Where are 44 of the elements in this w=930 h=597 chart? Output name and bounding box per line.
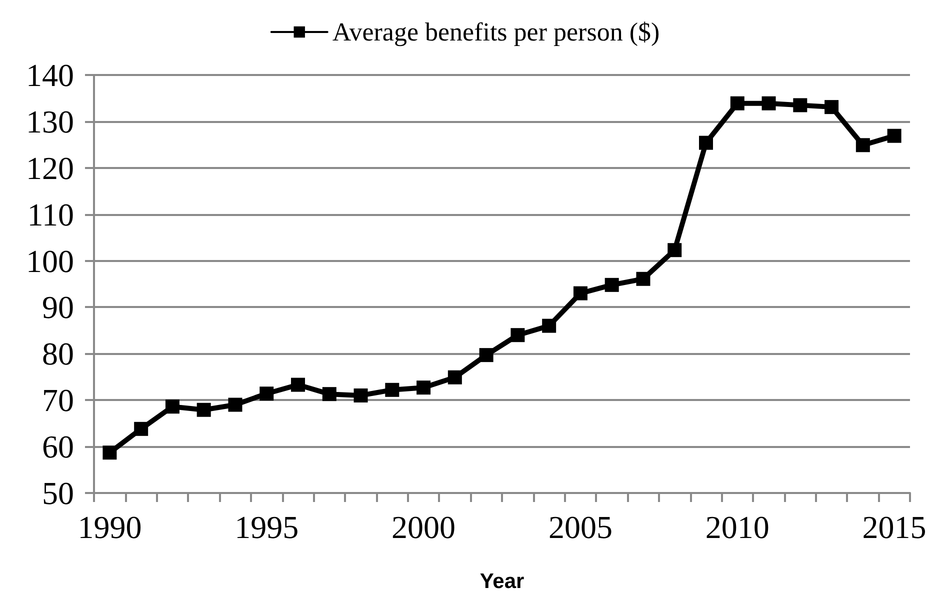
- point: [668, 243, 682, 258]
- y-tick-label: 110: [27, 196, 74, 232]
- legend-label: Average benefits per person ($): [332, 18, 660, 46]
- y-tick-label: 80: [42, 336, 74, 372]
- x-tick-label: 1995: [234, 509, 299, 545]
- point: [856, 138, 870, 152]
- point: [510, 328, 525, 342]
- point: [636, 272, 650, 286]
- point: [887, 128, 902, 143]
- point: [354, 388, 368, 402]
- y-tick-label: 50: [42, 475, 74, 511]
- point: [824, 100, 839, 114]
- x-tick-label: 2010: [705, 509, 770, 545]
- point: [291, 378, 305, 392]
- point: [260, 386, 274, 401]
- point: [604, 278, 619, 292]
- y-tick-label: 100: [26, 242, 74, 279]
- point: [542, 318, 556, 333]
- point: [573, 286, 588, 300]
- point: [730, 96, 744, 110]
- point: [416, 380, 431, 395]
- point: [448, 370, 462, 384]
- point: [165, 400, 180, 414]
- point: [102, 446, 117, 460]
- x-tick-label: 2000: [392, 509, 456, 545]
- y-tick-label: 60: [42, 428, 74, 465]
- y-tick-label: 140: [26, 57, 74, 93]
- point: [228, 398, 242, 412]
- y-tick-label: 120: [26, 150, 74, 186]
- x-tick-label: 2015: [862, 509, 926, 545]
- point: [479, 348, 494, 362]
- y-tick-label: 70: [42, 382, 74, 418]
- point: [134, 422, 148, 436]
- x-axis-title: Year: [480, 570, 524, 593]
- y-tick-label: 90: [42, 289, 74, 326]
- x-tick-label: 1990: [78, 509, 142, 545]
- x-tick-label: 2005: [548, 509, 612, 545]
- y-tick-label: 130: [26, 103, 74, 140]
- point: [793, 98, 808, 112]
- point: [699, 136, 713, 150]
- point: [196, 402, 211, 417]
- point: [322, 387, 336, 402]
- point: [762, 96, 776, 110]
- point: [385, 382, 400, 397]
